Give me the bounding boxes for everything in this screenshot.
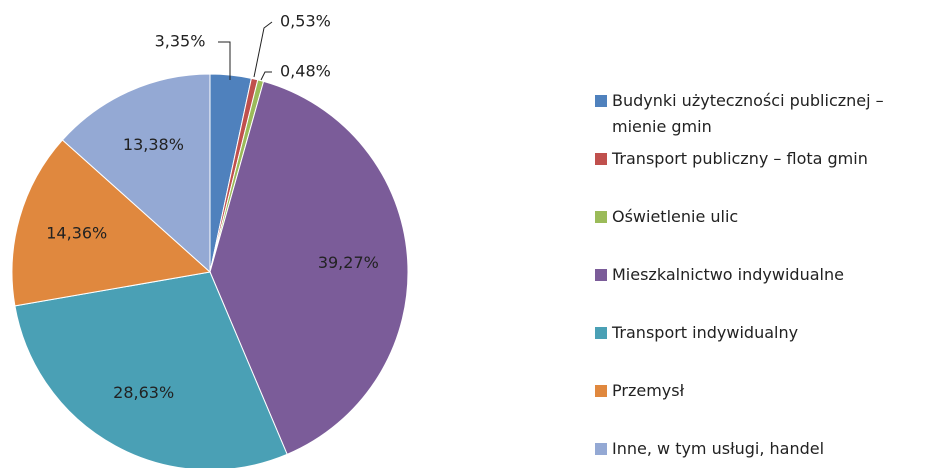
pie-slice [61, 73, 211, 274]
legend-label: Mieszkalnictwo indywidualne [612, 265, 844, 284]
legend-item: Przemysł [595, 378, 932, 404]
pie-slice [11, 139, 212, 307]
legend-swatch [595, 443, 607, 455]
pie-slice [14, 271, 288, 468]
legend-label: Transport publiczny – flota gmin [612, 149, 868, 168]
data-label: 0,48% [280, 62, 331, 81]
legend-item: Transport publiczny – flota gmin [595, 146, 932, 172]
legend-swatch [595, 153, 607, 165]
data-label: 13,38% [123, 135, 184, 154]
legend-label: Inne, w tym usługi, handel [612, 439, 825, 458]
legend-item: Mieszkalnictwo indywidualne [595, 262, 932, 288]
legend-swatch [595, 385, 607, 397]
chart: 3,35% 0,53% 0,48% 39,27% 28,63% 14,36% 13,38% [11, 12, 409, 468]
legend-label: Transport indywidualny [612, 323, 799, 342]
legend-swatch [595, 95, 607, 107]
legend-label: Przemysł [612, 381, 685, 400]
data-label: 3,35% [155, 32, 206, 51]
leader-line [218, 41, 231, 80]
pie-slice [209, 80, 409, 456]
data-label: 39,27% [318, 253, 379, 272]
data-label: 28,63% [113, 383, 174, 402]
legend-label: Budynki użyteczności publicznej – mienie… [612, 91, 884, 136]
data-label: 0,53% [280, 12, 331, 31]
legend-item: Oświetlenie ulic [595, 204, 932, 230]
data-label: 14,36% [46, 223, 107, 242]
legend-item: Budynki użyteczności publicznej – mienie… [595, 88, 932, 140]
leader-line [253, 21, 273, 78]
legend-item: Transport indywidualny [595, 320, 932, 346]
legend-swatch [595, 327, 607, 339]
legend: Budynki użyteczności publicznej – mienie… [595, 88, 940, 462]
leader-line [260, 71, 272, 81]
legend-swatch [595, 211, 607, 223]
legend-swatch [595, 269, 607, 281]
legend-label: Oświetlenie ulic [612, 207, 739, 226]
legend-item: Inne, w tym usługi, handel [595, 436, 932, 462]
